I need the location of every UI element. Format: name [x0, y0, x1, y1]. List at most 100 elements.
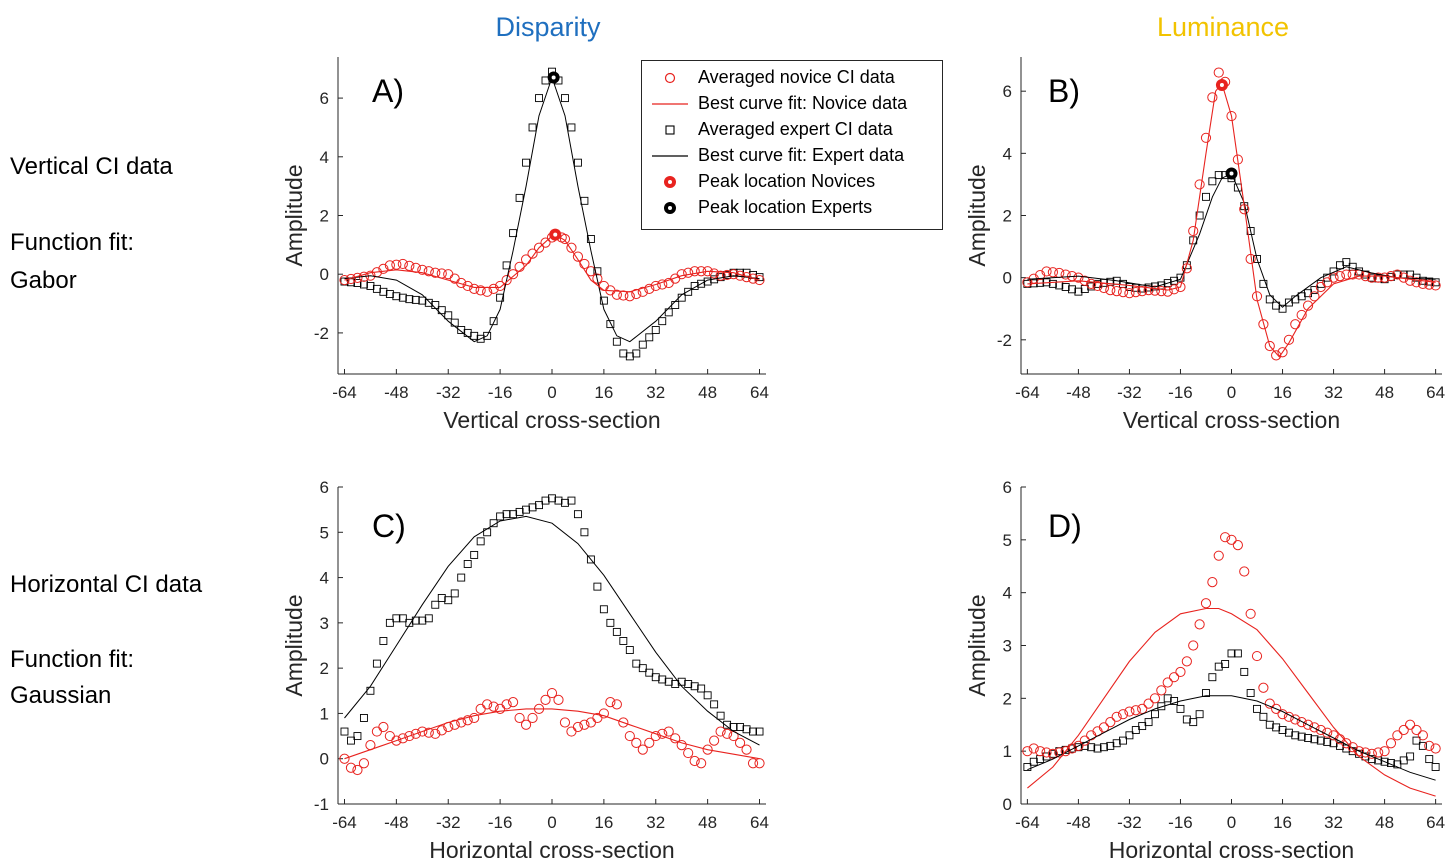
panel-b-novice-point: [1162, 286, 1173, 297]
panel-b: -64 -48 -32 -16 0 16 32 48 64 -2 0 2 4 6 Vertical cros…: [964, 57, 1445, 433]
panel-c-novice-point: [696, 758, 707, 769]
panel-c-novice-point: [637, 744, 648, 755]
panel-d-x-tick-label: 0: [1227, 813, 1236, 832]
panel-b-novice-point: [1309, 291, 1320, 302]
panel-b-novice-point: [1105, 284, 1116, 296]
panel-c-novice-point: [410, 728, 421, 739]
panel-a-novice-point: [754, 274, 765, 286]
panel-c-expert-point: [431, 600, 440, 609]
panel-b-y-tick-label: 6: [1003, 82, 1012, 101]
panel-c-expert-point: [502, 510, 511, 519]
panel-b-expert-point: [1278, 304, 1287, 313]
panel-a-expert-point: [509, 229, 518, 238]
panel-c-expert-point: [548, 494, 556, 503]
panel-d-expert-point: [1425, 755, 1434, 764]
panel-d-novice-point: [1405, 719, 1416, 730]
panel-b-novice-point: [1175, 281, 1186, 293]
panel-a-novice-point: [339, 274, 350, 286]
panel-d-expert-point: [1227, 649, 1236, 658]
panel-a-novice-point: [709, 268, 720, 279]
panel-a-expert-point: [379, 287, 388, 296]
panel-d-novice-point: [1137, 703, 1148, 715]
panel-b-expert-point: [1125, 283, 1134, 291]
panel-d-y-tick-label: 5: [1003, 531, 1012, 550]
panel-c-novice-point: [520, 719, 532, 730]
panel-c-expert-point: [658, 675, 667, 684]
panel-d-expert-fit-line: [1027, 695, 1436, 781]
panel-a-expert-point: [437, 306, 446, 315]
panel-d-novice-point: [1162, 677, 1173, 688]
panel-c-novice-point: [430, 728, 441, 739]
panel-b-novice-point: [1054, 267, 1065, 279]
panel-c-novice-point: [566, 726, 577, 737]
panel-a-novice-point: [345, 273, 357, 285]
panel-d-novice-point: [1175, 666, 1186, 678]
panel-b-novice-point: [1047, 267, 1058, 278]
panel-d-expert-point: [1316, 736, 1325, 745]
panel-d-expert-point: [1170, 697, 1179, 705]
panel-d-expert-point: [1042, 752, 1051, 761]
panel-d-novice-point: [1424, 740, 1435, 751]
panel-a-expert-point: [535, 94, 543, 103]
legend-expert-peak-label: Peak location Experts: [698, 197, 873, 217]
panel-d-expert-point: [1125, 731, 1134, 740]
panel-d-expert-point: [1221, 660, 1230, 668]
panel-a-expert-point: [619, 349, 628, 358]
panel-c-novice-point: [423, 727, 434, 738]
panel-d-novice-point: [1411, 724, 1422, 736]
panel-a-expert-point: [561, 94, 569, 103]
panel-a-expert-point: [625, 352, 634, 361]
panel-c-novice-point: [546, 687, 558, 699]
panel-d-novice-point: [1041, 747, 1052, 758]
panel-b-novice-point: [1264, 340, 1275, 352]
panel-b-novice-point: [1226, 110, 1237, 122]
panel-a-expert-point: [470, 331, 479, 340]
panel-c-expert-point: [716, 711, 725, 720]
panel-d-novice-point: [1073, 740, 1084, 751]
vertical-fit-name: Gabor: [10, 267, 77, 294]
panel-c-expert-point: [690, 682, 699, 691]
panel-a-expert-point: [359, 280, 368, 289]
panel-b-x-tick-label: -48: [1066, 383, 1091, 402]
panel-a-novice-point: [423, 266, 434, 277]
panel-c-expert-fit-line: [344, 515, 760, 746]
panel-c-expert-point: [632, 659, 641, 668]
panel-d-novice-point: [1047, 748, 1058, 759]
panel-a-novice-point: [611, 289, 622, 300]
panel-c-novice-point: [449, 719, 460, 730]
panel-c-novice-point: [345, 762, 357, 773]
panel-c-novice-point: [456, 717, 467, 728]
panel-c-expert-point: [366, 686, 375, 695]
panel-a-novice-point: [566, 242, 577, 253]
panel-c-novice-point: [663, 726, 674, 737]
panel-d-expert-point: [1144, 718, 1153, 727]
panel-a-expert-point: [398, 293, 407, 302]
panel-d-expert-point: [1323, 737, 1332, 746]
panel-b-expert-point: [1061, 283, 1070, 291]
panel-d-novice-point: [1213, 550, 1224, 561]
panel-b-novice-point: [1060, 269, 1071, 280]
panel-a-novice-point: [715, 270, 726, 281]
panel-c-x-tick-label: 48: [698, 813, 717, 832]
panel-c-expert-point: [612, 627, 621, 636]
panel-d-expert-point: [1310, 735, 1319, 744]
panel-d-novice-point: [1035, 746, 1046, 757]
panel-a-novice-point: [559, 233, 571, 245]
panel-a-novice-point: [572, 251, 584, 262]
panel-b-expert-point: [1195, 211, 1204, 220]
legend-novice-fit: Best curve fit: Novice data: [642, 91, 942, 117]
panel-c-novice-point: [384, 730, 395, 742]
panel-c-novice-point: [501, 699, 512, 710]
panel-b-novice-point: [1341, 269, 1352, 280]
panel-a-expert-point: [385, 290, 394, 298]
panel-d-expert-point: [1048, 749, 1057, 758]
panel-a-novice-point: [579, 258, 590, 270]
panel-b-expert-point: [1074, 287, 1083, 296]
panel-c-expert-point: [405, 618, 414, 627]
panel-c-expert-point: [535, 501, 543, 510]
panel-a-x-tick-label: 64: [750, 383, 769, 402]
panel-a-expert-point: [651, 326, 660, 334]
panel-c-novice-point: [378, 721, 389, 733]
panel-c-novice-point: [644, 737, 655, 748]
